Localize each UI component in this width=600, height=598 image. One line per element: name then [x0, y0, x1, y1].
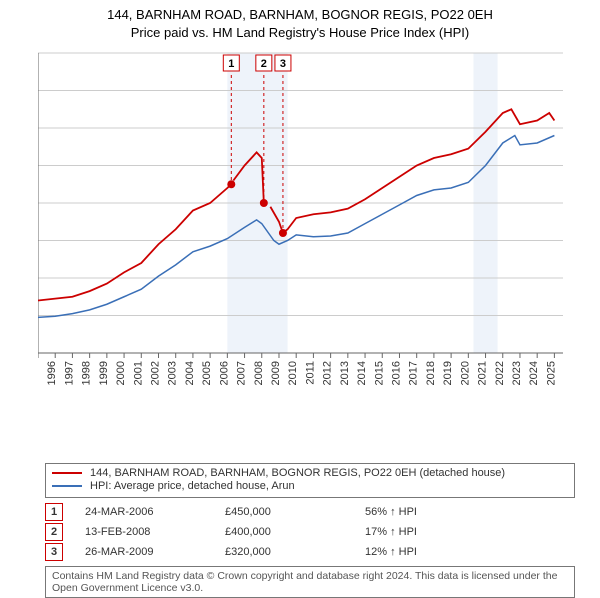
event-dot	[279, 229, 287, 237]
title-line-2: Price paid vs. HM Land Registry's House …	[0, 24, 600, 42]
x-tick-label: 2021	[477, 361, 489, 385]
line-chart-svg: £0£100K£200K£300K£400K£500K£600K£700K£80…	[38, 45, 598, 405]
event-badge: 1	[228, 58, 234, 70]
legend-swatch	[52, 472, 82, 474]
x-tick-label: 2010	[287, 361, 299, 385]
x-tick-label: 2004	[184, 361, 196, 385]
x-tick-label: 2008	[253, 361, 265, 385]
event-badge: 3	[280, 58, 286, 70]
x-tick-label: 2023	[511, 361, 523, 385]
transaction-pct: 17% ↑ HPI	[365, 526, 505, 538]
transaction-date: 13-FEB-2008	[85, 526, 225, 538]
transaction-badge: 1	[45, 503, 63, 521]
transaction-date: 26-MAR-2009	[85, 546, 225, 558]
x-tick-label: 2019	[442, 361, 454, 385]
x-tick-label: 1998	[81, 361, 93, 385]
x-tick-label: 2005	[201, 361, 213, 385]
x-tick-label: 2009	[270, 361, 282, 385]
x-tick-label: 2014	[356, 361, 368, 385]
x-tick-label: 2017	[408, 361, 420, 385]
x-tick-label: 2020	[459, 361, 471, 385]
transaction-price: £320,000	[225, 546, 365, 558]
x-tick-label: 2015	[373, 361, 385, 385]
x-tick-label: 2006	[218, 361, 230, 385]
transaction-date: 24-MAR-2006	[85, 506, 225, 518]
x-tick-label: 1996	[46, 361, 58, 385]
x-tick-label: 2013	[339, 361, 351, 385]
transaction-pct: 12% ↑ HPI	[365, 546, 505, 558]
x-tick-label: 1999	[98, 361, 110, 385]
x-tick-label: 1995	[38, 361, 41, 385]
event-dot	[227, 180, 235, 188]
transaction-badge: 3	[45, 543, 63, 561]
title-line-1: 144, BARNHAM ROAD, BARNHAM, BOGNOR REGIS…	[0, 6, 600, 24]
transaction-row: 1 24-MAR-2006£450,00056% ↑ HPI	[45, 502, 575, 522]
x-tick-label: 2011	[304, 361, 316, 385]
legend-item: 144, BARNHAM ROAD, BARNHAM, BOGNOR REGIS…	[52, 467, 568, 479]
chart-title-block: 144, BARNHAM ROAD, BARNHAM, BOGNOR REGIS…	[0, 0, 600, 41]
x-tick-label: 2022	[494, 361, 506, 385]
x-tick-label: 2007	[236, 361, 248, 385]
x-tick-label: 2016	[390, 361, 402, 385]
x-tick-label: 2002	[149, 361, 161, 385]
x-tick-label: 2003	[167, 361, 179, 385]
legend-box: 144, BARNHAM ROAD, BARNHAM, BOGNOR REGIS…	[45, 463, 575, 498]
x-tick-label: 1997	[63, 361, 75, 385]
transaction-row: 3 26-MAR-2009£320,00012% ↑ HPI	[45, 542, 575, 562]
x-tick-label: 2018	[425, 361, 437, 385]
series-property	[38, 184, 231, 300]
event-badge: 2	[261, 58, 267, 70]
legend-label: HPI: Average price, detached house, Arun	[90, 480, 295, 492]
x-tick-label: 2025	[545, 361, 557, 385]
event-dot	[260, 199, 268, 207]
legend-swatch	[52, 485, 82, 487]
chart-area: £0£100K£200K£300K£400K£500K£600K£700K£80…	[38, 45, 598, 405]
transaction-price: £400,000	[225, 526, 365, 538]
legend-item: HPI: Average price, detached house, Arun	[52, 480, 568, 492]
attribution-text: Contains HM Land Registry data © Crown c…	[45, 566, 575, 598]
transaction-pct: 56% ↑ HPI	[365, 506, 505, 518]
transaction-row: 2 13-FEB-2008£400,00017% ↑ HPI	[45, 522, 575, 542]
x-tick-label: 2012	[322, 361, 334, 385]
transactions-table: 1 24-MAR-2006£450,00056% ↑ HPI 2 13-FEB-200…	[45, 502, 575, 562]
x-tick-label: 2000	[115, 361, 127, 385]
transaction-price: £450,000	[225, 506, 365, 518]
x-tick-label: 2001	[132, 361, 144, 385]
legend-label: 144, BARNHAM ROAD, BARNHAM, BOGNOR REGIS…	[90, 467, 505, 479]
transaction-badge: 2	[45, 523, 63, 541]
x-tick-label: 2024	[528, 361, 540, 385]
